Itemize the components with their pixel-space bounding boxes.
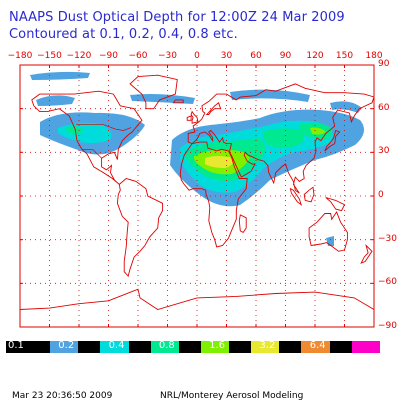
- colorbar-label-box: [329, 341, 352, 353]
- coastline-eurasia: [187, 83, 375, 194]
- colorbar-value: 0.4: [108, 340, 125, 351]
- longitude-tick-label: −30: [158, 51, 177, 61]
- latitude-tick-label: 90: [378, 59, 390, 69]
- colorbar-segment: [100, 341, 129, 353]
- colorbar-value: 6.4: [309, 340, 326, 351]
- political-border: [76, 124, 132, 131]
- longitude-tick-label: 0: [194, 51, 200, 61]
- coastline-new-guinea: [325, 197, 346, 212]
- dust-plume-north-pacific-east: [330, 101, 362, 113]
- longitude-tick-label: 120: [306, 51, 324, 61]
- colorbar-value: 1.6: [209, 340, 226, 351]
- coastline-australia: [308, 211, 348, 252]
- model-credit: NRL/Monterey Aerosol Modeling: [160, 391, 304, 401]
- longitude-tick-label: −60: [128, 51, 148, 61]
- coastline-new-zealand: [360, 244, 373, 264]
- coastline-north-america: [31, 90, 143, 185]
- map-subtitle: Contoured at 0.1, 0.2, 0.4, 0.8 etc.: [9, 27, 238, 42]
- dust-plume-north-atlantic: [30, 71, 90, 80]
- dust-plume-mideast: [262, 128, 305, 148]
- coastline-uk: [190, 110, 199, 124]
- colorbar-segment: [351, 341, 380, 353]
- dust-plume-siberia: [230, 89, 310, 102]
- dust-plume-sahara-max: [205, 156, 234, 168]
- colorbar-label-box: [78, 341, 101, 353]
- coastline-borneo: [303, 186, 315, 203]
- colorbar-label-box: [128, 341, 151, 353]
- latitude-tick-label: 60: [378, 102, 390, 113]
- longitude-tick-label: −150: [37, 51, 62, 61]
- coastline-ireland: [186, 115, 192, 121]
- dust-plume-china-core: [310, 127, 326, 135]
- latitude-tick-label: −60: [378, 277, 397, 288]
- colorbar-label-box: [28, 341, 50, 353]
- colorbar-value: 0.2: [58, 340, 75, 351]
- dust-plumes: [30, 71, 364, 246]
- colorbar-segment: [251, 341, 280, 353]
- longitude-tick-label: 30: [220, 51, 233, 61]
- coastline-greenland: [129, 74, 178, 110]
- coastline-scandinavia-baltic: [205, 102, 222, 115]
- map-title: NAAPS Dust Optical Depth for 12:00Z 24 M…: [9, 10, 345, 25]
- latitude-tick-label: 0: [378, 190, 384, 200]
- coastline-japan: [324, 129, 341, 152]
- longitude-tick-label: −120: [66, 51, 92, 61]
- timestamp: Mar 23 20:36:50 2009: [12, 391, 113, 401]
- colorbar-label-box: [229, 341, 252, 353]
- coastline-sumatra: [289, 187, 303, 206]
- coastline-iceland: [172, 99, 184, 104]
- colorbar-segment: [200, 341, 230, 353]
- latitude-tick-label: −30: [378, 233, 397, 244]
- coastline-madagascar: [238, 214, 247, 233]
- longitude-tick-label: −180: [7, 51, 33, 61]
- coastline-antarctica: [19, 288, 375, 310]
- longitude-tick-label: 180: [365, 51, 383, 61]
- latitude-tick-label: 30: [378, 146, 390, 157]
- longitude-tick-label: 90: [279, 51, 292, 61]
- coastline-south-america: [116, 177, 164, 278]
- latitude-tick-label: −90: [378, 321, 397, 331]
- colorbar-label-box: [279, 341, 302, 353]
- dust-plume-north-america-core: [65, 126, 84, 135]
- coastline-africa: [179, 141, 248, 248]
- dust-plume-north-pacific: [36, 95, 75, 106]
- political-border: [81, 149, 102, 159]
- colorbar-segment: [301, 341, 330, 353]
- colorbar-segment: [150, 341, 179, 353]
- longitude-tick-label: 60: [250, 51, 262, 61]
- colorbar-segment: [6, 341, 28, 353]
- colorbar-value: 3.2: [259, 340, 276, 351]
- longitude-tick-label: 150: [335, 51, 354, 61]
- colorbar-value: 0.1: [8, 340, 24, 351]
- colorbar-value: 0.8: [158, 340, 175, 351]
- colorbar-label-box: [178, 341, 201, 353]
- longitude-tick-label: −90: [99, 51, 118, 61]
- colorbar-segment: [50, 341, 79, 353]
